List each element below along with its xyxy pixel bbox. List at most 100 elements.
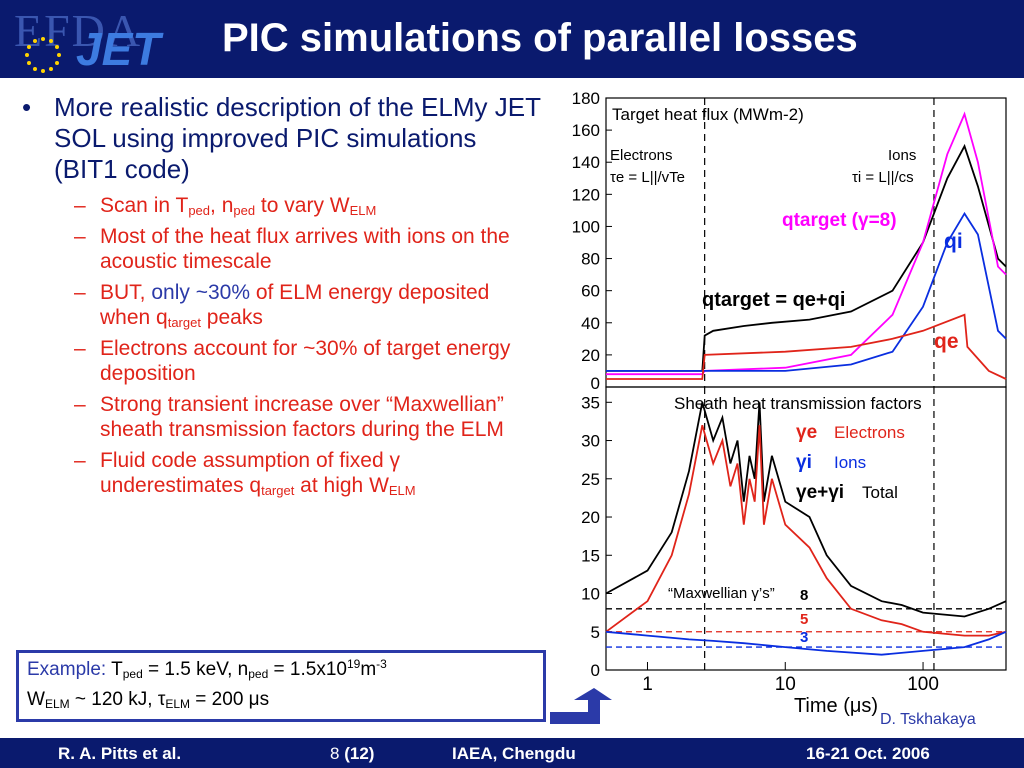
annotation-ions: Ions bbox=[888, 147, 916, 164]
footer-author: R. A. Pitts et al. bbox=[58, 744, 182, 763]
dash-icon: – bbox=[74, 337, 86, 360]
page-total: (12) bbox=[344, 744, 375, 763]
legend-label: Total bbox=[862, 483, 898, 502]
y-tick-label: 160 bbox=[572, 121, 600, 140]
y-tick-label: 15 bbox=[581, 546, 600, 565]
sub-text: Most of the heat flux arrives with ions … bbox=[100, 225, 510, 273]
y-tick-label: 20 bbox=[581, 508, 600, 527]
y-tick-label: 20 bbox=[581, 346, 600, 365]
panel-title: Sheath heat transmission factors bbox=[674, 394, 922, 413]
series-line bbox=[605, 630, 1007, 656]
sub-bullet-electrons: – Electrons account for ~30% of target e… bbox=[22, 336, 542, 386]
y-tick-label: 0 bbox=[591, 661, 600, 680]
slide-title: PIC simulations of parallel losses bbox=[222, 16, 858, 60]
legend-symbol: γe+γi bbox=[796, 482, 844, 503]
sub-text: of ELM energy deposited when q bbox=[100, 281, 490, 329]
subscript: ELM bbox=[165, 697, 191, 711]
example-text: s bbox=[259, 689, 270, 710]
footer-page-number: 8 (12) bbox=[330, 744, 374, 764]
y-tick-label: 35 bbox=[581, 393, 600, 412]
annotation-q-sum: qtarget = qe+qi bbox=[702, 289, 845, 311]
example-line-1: Example: Tped = 1.5 keV, nped = 1.5x1019… bbox=[27, 657, 387, 681]
series-line bbox=[605, 402, 1007, 618]
annotation-tau-i: τi = L||/cs bbox=[852, 169, 914, 186]
bullet-dot-icon: • bbox=[22, 92, 32, 122]
x-axis-label: Time (μs) bbox=[794, 695, 878, 717]
footer-venue: IAEA, Chengdu bbox=[452, 744, 576, 763]
series-line bbox=[606, 313, 1007, 380]
tau-symbol: τ bbox=[157, 689, 166, 710]
series-line bbox=[606, 211, 1007, 372]
example-text: = 1.5x10 bbox=[268, 659, 347, 680]
sub-text: at high W bbox=[294, 474, 389, 497]
dash-icon: – bbox=[74, 393, 86, 416]
example-text: T bbox=[106, 659, 123, 680]
y-tick-label: 5 bbox=[591, 623, 600, 642]
sub-text: Fluid code assumption of fixed bbox=[100, 449, 390, 472]
sub-bullet-heat-flux: – Most of the heat flux arrives with ion… bbox=[22, 224, 542, 274]
dash-icon: – bbox=[74, 225, 86, 248]
subscript: target bbox=[261, 483, 295, 498]
subscript: ELM bbox=[388, 483, 416, 498]
main-bullet: • More realistic description of the ELMy… bbox=[22, 92, 542, 185]
y-tick-label: 60 bbox=[581, 282, 600, 301]
example-box: Example: Tped = 1.5 keV, nped = 1.5x1019… bbox=[16, 650, 546, 722]
series-line bbox=[605, 424, 1007, 637]
superscript: -3 bbox=[376, 657, 387, 671]
x-tick-label: 10 bbox=[775, 674, 796, 695]
author-credit: D. Tskhakaya bbox=[880, 711, 976, 728]
gamma-symbol: γ bbox=[389, 449, 401, 472]
pointer-arrow-icon bbox=[550, 688, 612, 724]
panel-title: Target heat flux (MWm-2) bbox=[612, 105, 804, 124]
example-text: W bbox=[27, 689, 45, 710]
annotation-q-i: qi bbox=[944, 230, 963, 253]
highlight-text: only ~30% bbox=[151, 281, 250, 304]
y-tick-label: 100 bbox=[572, 217, 600, 236]
y-tick-label: 0 bbox=[591, 374, 600, 393]
dash-icon: – bbox=[74, 449, 86, 472]
example-text: = 1.5 keV, n bbox=[142, 659, 249, 680]
sub-bullet-scan: – Scan in Tped, nped to vary WELM bbox=[22, 193, 542, 218]
sub-text: Strong transient increase over “Maxwelli… bbox=[100, 393, 504, 441]
example-text: m bbox=[360, 659, 377, 680]
annotation-maxwellian: “Maxwellian γ’s” bbox=[668, 585, 775, 602]
annotation-tau-e: τe = L||/vTe bbox=[610, 169, 685, 186]
annotation-q-e: qe bbox=[934, 330, 959, 353]
example-line-2: WELM ~ 120 kJ, τELM = 200 μs bbox=[27, 689, 269, 711]
legend-label: Ions bbox=[834, 453, 866, 472]
sub-text: Electrons account for ~30% of target ene… bbox=[100, 337, 511, 385]
main-bullet-text: More realistic description of the ELMy J… bbox=[54, 92, 541, 184]
subscript: ELM bbox=[44, 697, 70, 711]
y-tick-label: 40 bbox=[581, 314, 600, 333]
sub-bullet-fluid-code: – Fluid code assumption of fixed γ under… bbox=[22, 448, 542, 498]
y-tick-label: 30 bbox=[581, 432, 600, 451]
legend-symbol: γi bbox=[796, 452, 812, 473]
sub-text: BUT, bbox=[100, 281, 152, 304]
dash-icon: – bbox=[74, 194, 86, 217]
footer-bar: R. A. Pitts et al. 8 (12) IAEA, Chengdu … bbox=[0, 738, 1024, 768]
y-tick-label: 25 bbox=[581, 470, 600, 489]
example-text: ~ 120 kJ, bbox=[69, 689, 158, 710]
example-text: = 200 bbox=[190, 689, 249, 710]
x-tick-label: 1 bbox=[642, 674, 653, 695]
annotation-ref-3: 3 bbox=[800, 629, 808, 646]
x-tick-label: 100 bbox=[907, 674, 939, 695]
y-tick-label: 80 bbox=[581, 250, 600, 269]
sub-text: peaks bbox=[200, 306, 263, 329]
y-tick-label: 10 bbox=[581, 585, 600, 604]
subscript: ped bbox=[188, 203, 211, 218]
sub-bullet-transient: – Strong transient increase over “Maxwel… bbox=[22, 392, 542, 442]
y-tick-label: 140 bbox=[572, 153, 600, 172]
y-tick-label: 120 bbox=[572, 185, 600, 204]
subscript: ped bbox=[122, 667, 143, 681]
subscript: ped bbox=[248, 667, 269, 681]
annotation-ref-5: 5 bbox=[800, 611, 808, 628]
annotation-ref-8: 8 bbox=[800, 587, 808, 604]
series-line bbox=[606, 143, 1007, 372]
subscript: ped bbox=[233, 203, 256, 218]
logo-efda-text: EFDA bbox=[14, 5, 143, 56]
eu-stars-icon bbox=[25, 37, 61, 73]
annotation-q-target-gamma: qtarget (γ=8) bbox=[782, 210, 897, 231]
plot-frame bbox=[605, 386, 1007, 671]
